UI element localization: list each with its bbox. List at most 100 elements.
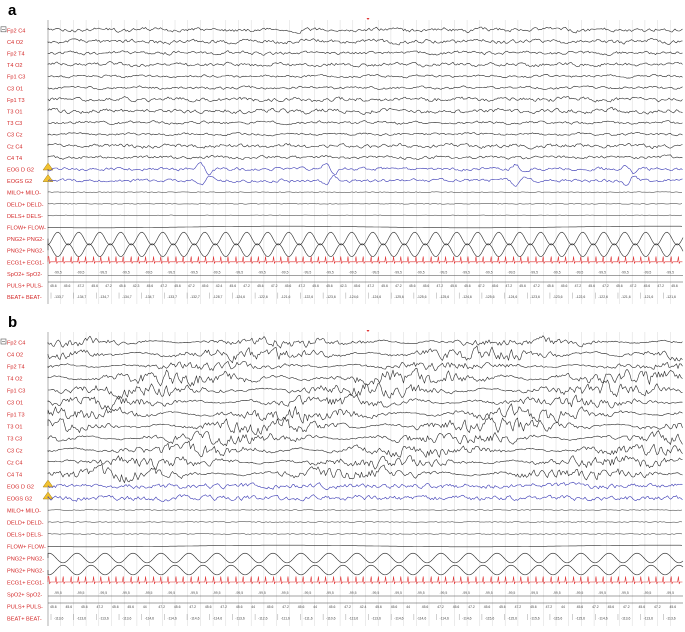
channel-label[interactable]: Cz C4	[7, 144, 23, 150]
channel-label[interactable]: MILO+ MILO-	[7, 509, 41, 515]
channel-label[interactable]: EOG D G2	[7, 168, 34, 174]
event-marker-icon	[366, 330, 370, 332]
channel-label[interactable]: T3 O1	[7, 425, 23, 431]
channel-label[interactable]: T4 O2	[7, 63, 23, 69]
channel-label[interactable]: DELS+ DELS-	[7, 533, 43, 539]
channel-label[interactable]: Cz C4	[7, 461, 23, 467]
warning-triangle-icon[interactable]	[42, 162, 54, 171]
pulse-value: 47.2	[654, 605, 661, 609]
beat-value: -132,7	[190, 295, 200, 299]
spo2-value: -99,5	[530, 270, 538, 274]
pulse-value: 45.6	[671, 284, 678, 288]
eeg-panel-a: Fp2 C4 C4 O2 Fp2 T4 T4 O2 Fp1 C3 C3 O1 Fp1 T3 T…	[0, 18, 684, 304]
channel-row: T3 O1	[7, 416, 683, 435]
channel-trace	[47, 533, 683, 535]
beat-value: -113,6	[372, 617, 381, 621]
channel-label[interactable]: PNG2+ PNG2-	[7, 237, 44, 243]
channel-label[interactable]: Fp2 T4	[7, 365, 25, 371]
spo2-value: -99,5	[576, 591, 584, 595]
channel-row: PNG2+ PNG2-	[7, 564, 684, 576]
channel-row: ECG1+ ECG1-	[7, 256, 683, 266]
pulse-value: 45.6	[453, 605, 460, 609]
channel-label[interactable]: EOGS G2	[7, 497, 32, 503]
channel-label[interactable]: PULS+ PULS-	[7, 284, 43, 290]
channel-trace	[47, 132, 683, 137]
pulse-value: 45.6	[422, 605, 429, 609]
channel-label[interactable]: PNG2+ PNG2-	[7, 557, 44, 563]
channel-label[interactable]: Fp1 C3	[7, 389, 25, 395]
spo2-value: -99,5	[394, 270, 402, 274]
beat-value: -124,6	[349, 295, 359, 299]
pulse-value: 47.2	[97, 605, 104, 609]
pulse-value: 47.2	[478, 284, 485, 288]
pulse-value: 45.6	[267, 605, 274, 609]
channel-label[interactable]: PULS+ PULS-	[7, 605, 43, 611]
channel-row: T3 C3	[7, 120, 683, 127]
channel-label[interactable]: SpO2+ SpO2-	[7, 593, 42, 599]
channel-label[interactable]: FLOW+ FLOW-	[7, 545, 46, 551]
pulse-value: 47.2	[189, 605, 196, 609]
channel-label[interactable]: DELD+ DELD-	[7, 202, 44, 208]
warning-triangle-icon[interactable]	[42, 479, 54, 488]
pulse-value: 45.6	[147, 284, 154, 288]
pulse-value: 45.6	[484, 605, 491, 609]
channel-label[interactable]: C4 O2	[7, 40, 23, 46]
channel-label[interactable]: C3 O1	[7, 401, 23, 407]
channel-label[interactable]: C4 T4	[7, 473, 22, 479]
spo2-value: -99,5	[394, 591, 402, 595]
pulse-value: 45.6	[326, 284, 333, 288]
channel-label[interactable]: DELD+ DELD-	[7, 521, 44, 527]
warning-triangle-icon[interactable]	[42, 174, 54, 182]
channel-row: EOGS G2	[7, 491, 683, 503]
channel-label[interactable]: T4 O2	[7, 377, 23, 383]
channel-label[interactable]: DELS+ DELS-	[7, 214, 43, 220]
pulse-value: 47.2	[282, 605, 289, 609]
channel-trace	[47, 552, 684, 564]
channel-label[interactable]: T3 C3	[7, 437, 22, 443]
channel-label[interactable]: Fp1 T3	[7, 98, 25, 104]
beat-value: -124,6	[235, 295, 245, 299]
channel-label[interactable]: Fp2 C4	[7, 341, 25, 347]
channel-label[interactable]: Fp1 C3	[7, 75, 25, 81]
pulse-value: 45.6	[588, 284, 595, 288]
channel-row: PNG2+ PNG2-	[7, 243, 684, 257]
pulse-value: 45.6	[119, 284, 126, 288]
channel-label[interactable]: EOGS G2	[7, 179, 32, 185]
channel-label[interactable]: Fp1 T3	[7, 413, 25, 419]
pulse-value: 42.3	[133, 284, 140, 288]
channel-trace	[47, 416, 683, 435]
minus-square-icon[interactable]	[0, 338, 7, 345]
spo2-value: -99,5	[213, 591, 221, 595]
spo2-value: -99,5	[304, 270, 312, 274]
channel-trace	[47, 225, 683, 229]
channel-label[interactable]: SpO2+ SpO2-	[7, 272, 42, 278]
spo2-value: -99,5	[54, 270, 62, 274]
pulse-value: 47.2	[188, 284, 195, 288]
channel-label[interactable]: C3 Cz	[7, 133, 23, 139]
channel-label[interactable]: T3 C3	[7, 121, 22, 127]
spo2-value: -99,5	[77, 591, 85, 595]
channel-label[interactable]: C4 T4	[7, 156, 22, 162]
beat-value: -113,6	[99, 617, 108, 621]
channel-label[interactable]: MILO+ MILO-	[7, 191, 41, 197]
channel-label[interactable]: Fp2 C4	[7, 28, 25, 34]
channel-label[interactable]: BEAT+ BEAT-	[7, 617, 42, 623]
channel-label[interactable]: PNG2+ PNG2-	[7, 569, 44, 575]
channel-label[interactable]: C3 Cz	[7, 449, 23, 455]
channel-label[interactable]: Fp2 T4	[7, 52, 25, 58]
channel-label[interactable]: C3 O1	[7, 86, 23, 92]
minus-square-icon[interactable]	[0, 26, 7, 33]
channel-label[interactable]: FLOW+ FLOW-	[7, 226, 46, 232]
channel-label[interactable]: ECG1+ ECG1-	[7, 581, 44, 587]
pulse-value: 45.6	[547, 284, 554, 288]
channel-label[interactable]: BEAT+ BEAT-	[7, 295, 42, 301]
channel-label[interactable]: C4 O2	[7, 353, 23, 359]
channel-label[interactable]: T3 O1	[7, 110, 23, 116]
channel-label[interactable]: PNG2+ PNG2-	[7, 249, 44, 255]
warning-triangle-icon[interactable]	[42, 491, 54, 500]
spo2-value: -99,5	[167, 270, 175, 274]
channel-row: C3 O1	[7, 393, 683, 411]
channel-label[interactable]: ECG1+ ECG1-	[7, 260, 44, 266]
channel-label[interactable]: EOG D G2	[7, 485, 34, 491]
pulse-value: 45.6	[205, 605, 212, 609]
